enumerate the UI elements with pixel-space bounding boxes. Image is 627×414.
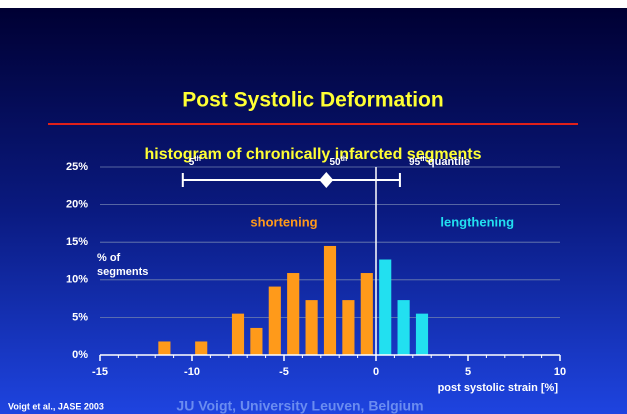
quantile-number: 5 <box>189 157 195 168</box>
y-tick-label: 15% <box>66 236 88 248</box>
subtitle: histogram of chronically infarcted segme… <box>145 146 482 163</box>
quantile-suffix: th <box>341 156 348 163</box>
y-tick-label: 25% <box>66 161 88 173</box>
y-tick-label: 20% <box>66 199 88 211</box>
bar <box>415 313 429 355</box>
quantile-suffix: th <box>194 156 201 163</box>
bar <box>397 300 410 355</box>
footer: JU Voigt, University Leuven, Belgium <box>176 398 423 414</box>
x-axis-label: post systolic strain [%] <box>438 382 559 394</box>
median-diamond <box>319 172 334 188</box>
y-axis-label: % of <box>97 252 121 264</box>
x-tick-label: 5 <box>465 366 471 378</box>
annotation: shortening <box>250 214 317 229</box>
quantile-label: 95th <box>409 156 427 168</box>
x-tick-label: -15 <box>92 366 108 378</box>
bar <box>342 300 355 355</box>
quantile-label: 5th <box>189 156 201 168</box>
y-axis-label: segments <box>97 266 148 278</box>
quantile-note: quantile <box>428 156 470 168</box>
x-tick-label: 10 <box>554 366 566 378</box>
y-tick-label: 5% <box>72 311 88 323</box>
x-tick-label: -10 <box>184 366 200 378</box>
bar <box>195 341 208 355</box>
quantile-number: 50 <box>329 157 341 168</box>
bar <box>231 313 245 355</box>
bar <box>323 245 337 355</box>
x-tick-label: -5 <box>279 366 289 378</box>
bar <box>379 259 392 355</box>
quantile-label: 50th <box>329 156 347 168</box>
title: Post Systolic Deformation <box>182 89 443 112</box>
bar <box>158 341 171 355</box>
annotation: lengthening <box>440 214 514 229</box>
bar <box>250 327 263 355</box>
quantile-number: 95 <box>409 157 421 168</box>
bar <box>305 300 318 355</box>
bar <box>268 286 281 355</box>
source: Voigt et al., JASE 2003 <box>8 401 104 411</box>
bar <box>287 273 300 355</box>
x-tick-label: 0 <box>373 366 379 378</box>
y-tick-label: 10% <box>66 274 88 286</box>
y-tick-label: 0% <box>72 349 88 361</box>
bar <box>360 273 373 355</box>
quantile-suffix: th <box>420 156 427 163</box>
